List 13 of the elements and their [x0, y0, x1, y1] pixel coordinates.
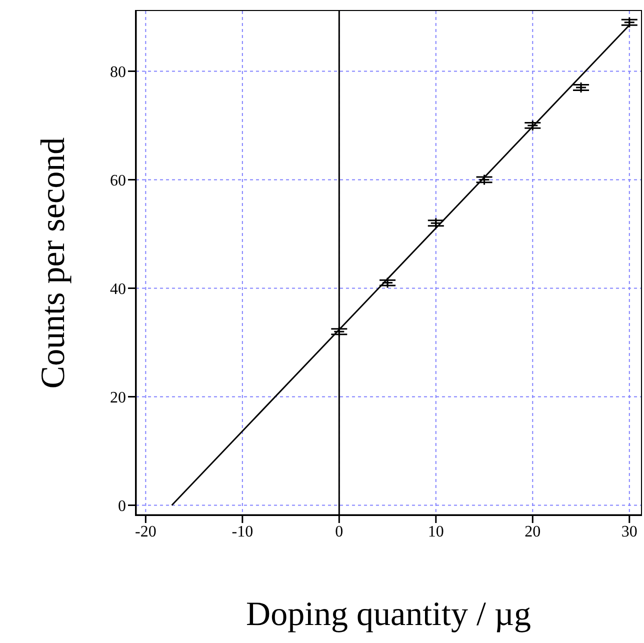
y-axis-title: Counts per second: [35, 137, 72, 389]
x-tick-label: 10: [428, 523, 444, 540]
x-tick-label: 20: [524, 523, 541, 540]
y-tick-label: 80: [110, 64, 126, 81]
x-tick-label: -20: [135, 523, 156, 540]
x-tick-label: 30: [621, 523, 638, 540]
x-tick-label: -10: [232, 523, 254, 540]
y-tick-label: 40: [110, 280, 126, 298]
x-tick-label: 0: [335, 523, 344, 540]
y-tick-label: 60: [110, 172, 126, 190]
x-axis-title: Doping quantity / µg: [246, 596, 531, 633]
y-tick-label: 0: [118, 498, 126, 515]
y-tick-label: 20: [110, 389, 126, 406]
